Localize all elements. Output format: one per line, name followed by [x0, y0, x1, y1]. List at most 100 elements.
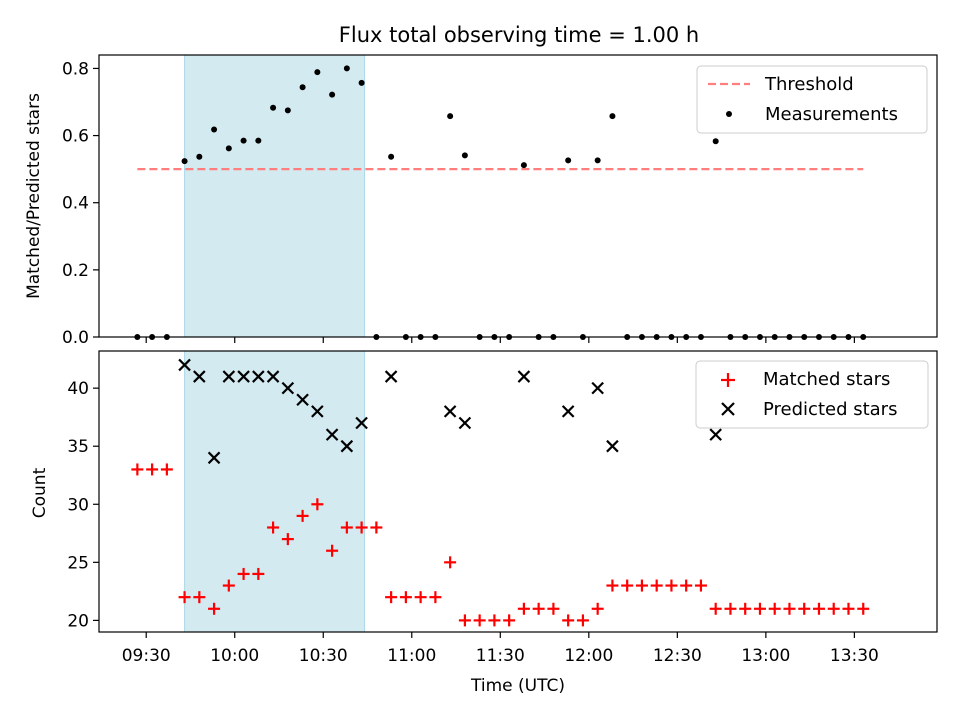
matched-star-marker	[458, 614, 471, 627]
top-legend-frame	[696, 65, 928, 134]
top-y-ticks: 0.0 0.2 0.4 0.6 0.8	[62, 59, 99, 348]
measurement-point	[196, 153, 203, 160]
x-tick-label: 12:30	[653, 646, 702, 666]
matched-star-marker	[709, 602, 722, 615]
predicted-star-stroke-b	[443, 405, 457, 418]
legend-predicted-label: Predicted stars	[763, 399, 897, 420]
bottom-y-tick-label: 25	[67, 553, 89, 573]
matched-star-marker	[503, 614, 516, 627]
bottom-y-tick-label: 20	[67, 611, 89, 631]
predicted-star-marker	[266, 370, 280, 383]
predicted-star-stroke-b	[709, 428, 722, 441]
measurement-point	[343, 65, 350, 72]
matched-star-marker	[444, 556, 457, 569]
matched-star-marker	[355, 521, 368, 534]
measurement-point	[461, 152, 468, 159]
measurement-point	[284, 107, 291, 114]
bottom-plot-marks	[131, 358, 870, 627]
bottom-y-ticks: 20 25 30 35 40	[67, 379, 99, 631]
bottom-legend-frame	[695, 360, 929, 429]
measurement-point	[388, 153, 395, 160]
matched-star-marker	[178, 591, 191, 604]
matched-star-marker	[724, 602, 737, 615]
predicted-star-stroke-b	[311, 405, 324, 418]
bottom-legend: Matched stars Predicted stars	[695, 360, 929, 429]
predicted-star-stroke-b	[178, 358, 191, 372]
measurement-point	[358, 79, 365, 86]
legend-predicted-swatch	[721, 402, 735, 416]
bottom-panel: 20 25 30 35 40 09:30 10:00 10:30 11:00 11:30 12:0…	[30, 350, 938, 696]
predicted-star-marker	[458, 416, 472, 430]
measurement-point	[594, 157, 601, 164]
predicted-star-stroke-b	[517, 370, 531, 383]
matched-star-marker	[208, 602, 221, 615]
x-tick-label: 13:30	[830, 646, 879, 666]
top-x-ticks	[145, 337, 855, 343]
predicted-star-marker	[325, 428, 339, 441]
predicted-star-marker	[355, 416, 368, 430]
matched-star-marker	[753, 602, 766, 615]
predicted-star-stroke-b	[606, 439, 619, 453]
chart-title: Flux total observing time = 1.00 h	[339, 23, 699, 47]
matched-star-marker	[222, 579, 235, 592]
predicted-star-stroke-b	[340, 439, 354, 453]
measurement-point	[299, 84, 306, 91]
predicted-star-marker	[517, 370, 531, 383]
measurement-point	[181, 158, 188, 165]
matched-star-marker	[160, 463, 173, 476]
legend-threshold-label: Threshold	[764, 74, 854, 95]
matched-star-marker	[576, 614, 589, 627]
predicted-star-marker	[237, 370, 250, 383]
matched-star-marker	[326, 544, 339, 557]
predicted-star-stroke-b	[237, 370, 250, 383]
top-y-tick-label: 0.4	[62, 194, 89, 214]
predicted-star-stroke-b	[561, 405, 575, 418]
matched-star-marker	[370, 521, 383, 534]
predicted-star-stroke-b	[325, 428, 339, 441]
matched-star-marker	[237, 567, 250, 580]
top-legend: Threshold Measurements	[696, 65, 928, 134]
x-tick-label: 11:30	[476, 646, 525, 666]
predicted-star-marker	[384, 370, 398, 383]
measurement-point	[520, 162, 527, 169]
predicted-star-stroke-b	[222, 370, 236, 383]
matched-star-marker	[694, 579, 707, 592]
legend-matched-label: Matched stars	[763, 369, 890, 390]
top-y-axis-label: Matched/Predicted stars	[24, 93, 44, 299]
predicted-star-stroke-b	[281, 381, 295, 395]
predicted-star-marker	[207, 451, 221, 465]
x-tick-label: 13:00	[741, 646, 790, 666]
bottom-y-axis-label: Count	[30, 467, 50, 518]
predicted-star-stroke-b	[193, 370, 206, 383]
bottom-axes-frame	[98, 350, 938, 633]
x-tick-label: 10:00	[210, 646, 259, 666]
predicted-star-marker	[709, 428, 722, 441]
bottom-y-tick-label: 40	[67, 379, 89, 399]
top-highlight-span	[184, 54, 366, 338]
top-y-tick-label: 0.2	[62, 261, 89, 281]
predicted-star-stroke-b	[207, 451, 221, 465]
matched-star-marker	[340, 521, 353, 534]
matched-star-marker	[650, 579, 663, 592]
matched-star-marker	[680, 579, 693, 592]
predicted-star-marker	[222, 370, 236, 383]
matched-star-marker	[621, 579, 634, 592]
matched-star-marker	[193, 591, 206, 604]
measurement-point	[329, 91, 336, 98]
x-axis-label: Time (UTC)	[470, 676, 565, 696]
top-y-tick-label: 0.0	[62, 328, 89, 348]
measurement-point	[609, 113, 616, 120]
measurement-point	[712, 138, 719, 145]
matched-star-marker	[783, 602, 796, 615]
predicted-star-marker	[311, 405, 324, 418]
x-tick-label: 10:30	[299, 646, 348, 666]
top-panel: 0.00.20.40.60.8 Matched/Predicted stars …	[24, 54, 938, 348]
matched-star-marker	[665, 579, 678, 592]
predicted-star-marker	[252, 370, 265, 383]
matched-star-marker	[562, 614, 575, 627]
matched-star-marker	[547, 602, 560, 615]
predicted-star-marker	[561, 405, 575, 418]
predicted-star-stroke-b	[252, 370, 265, 383]
measurement-point	[447, 113, 454, 120]
predicted-star-marker	[193, 370, 206, 383]
